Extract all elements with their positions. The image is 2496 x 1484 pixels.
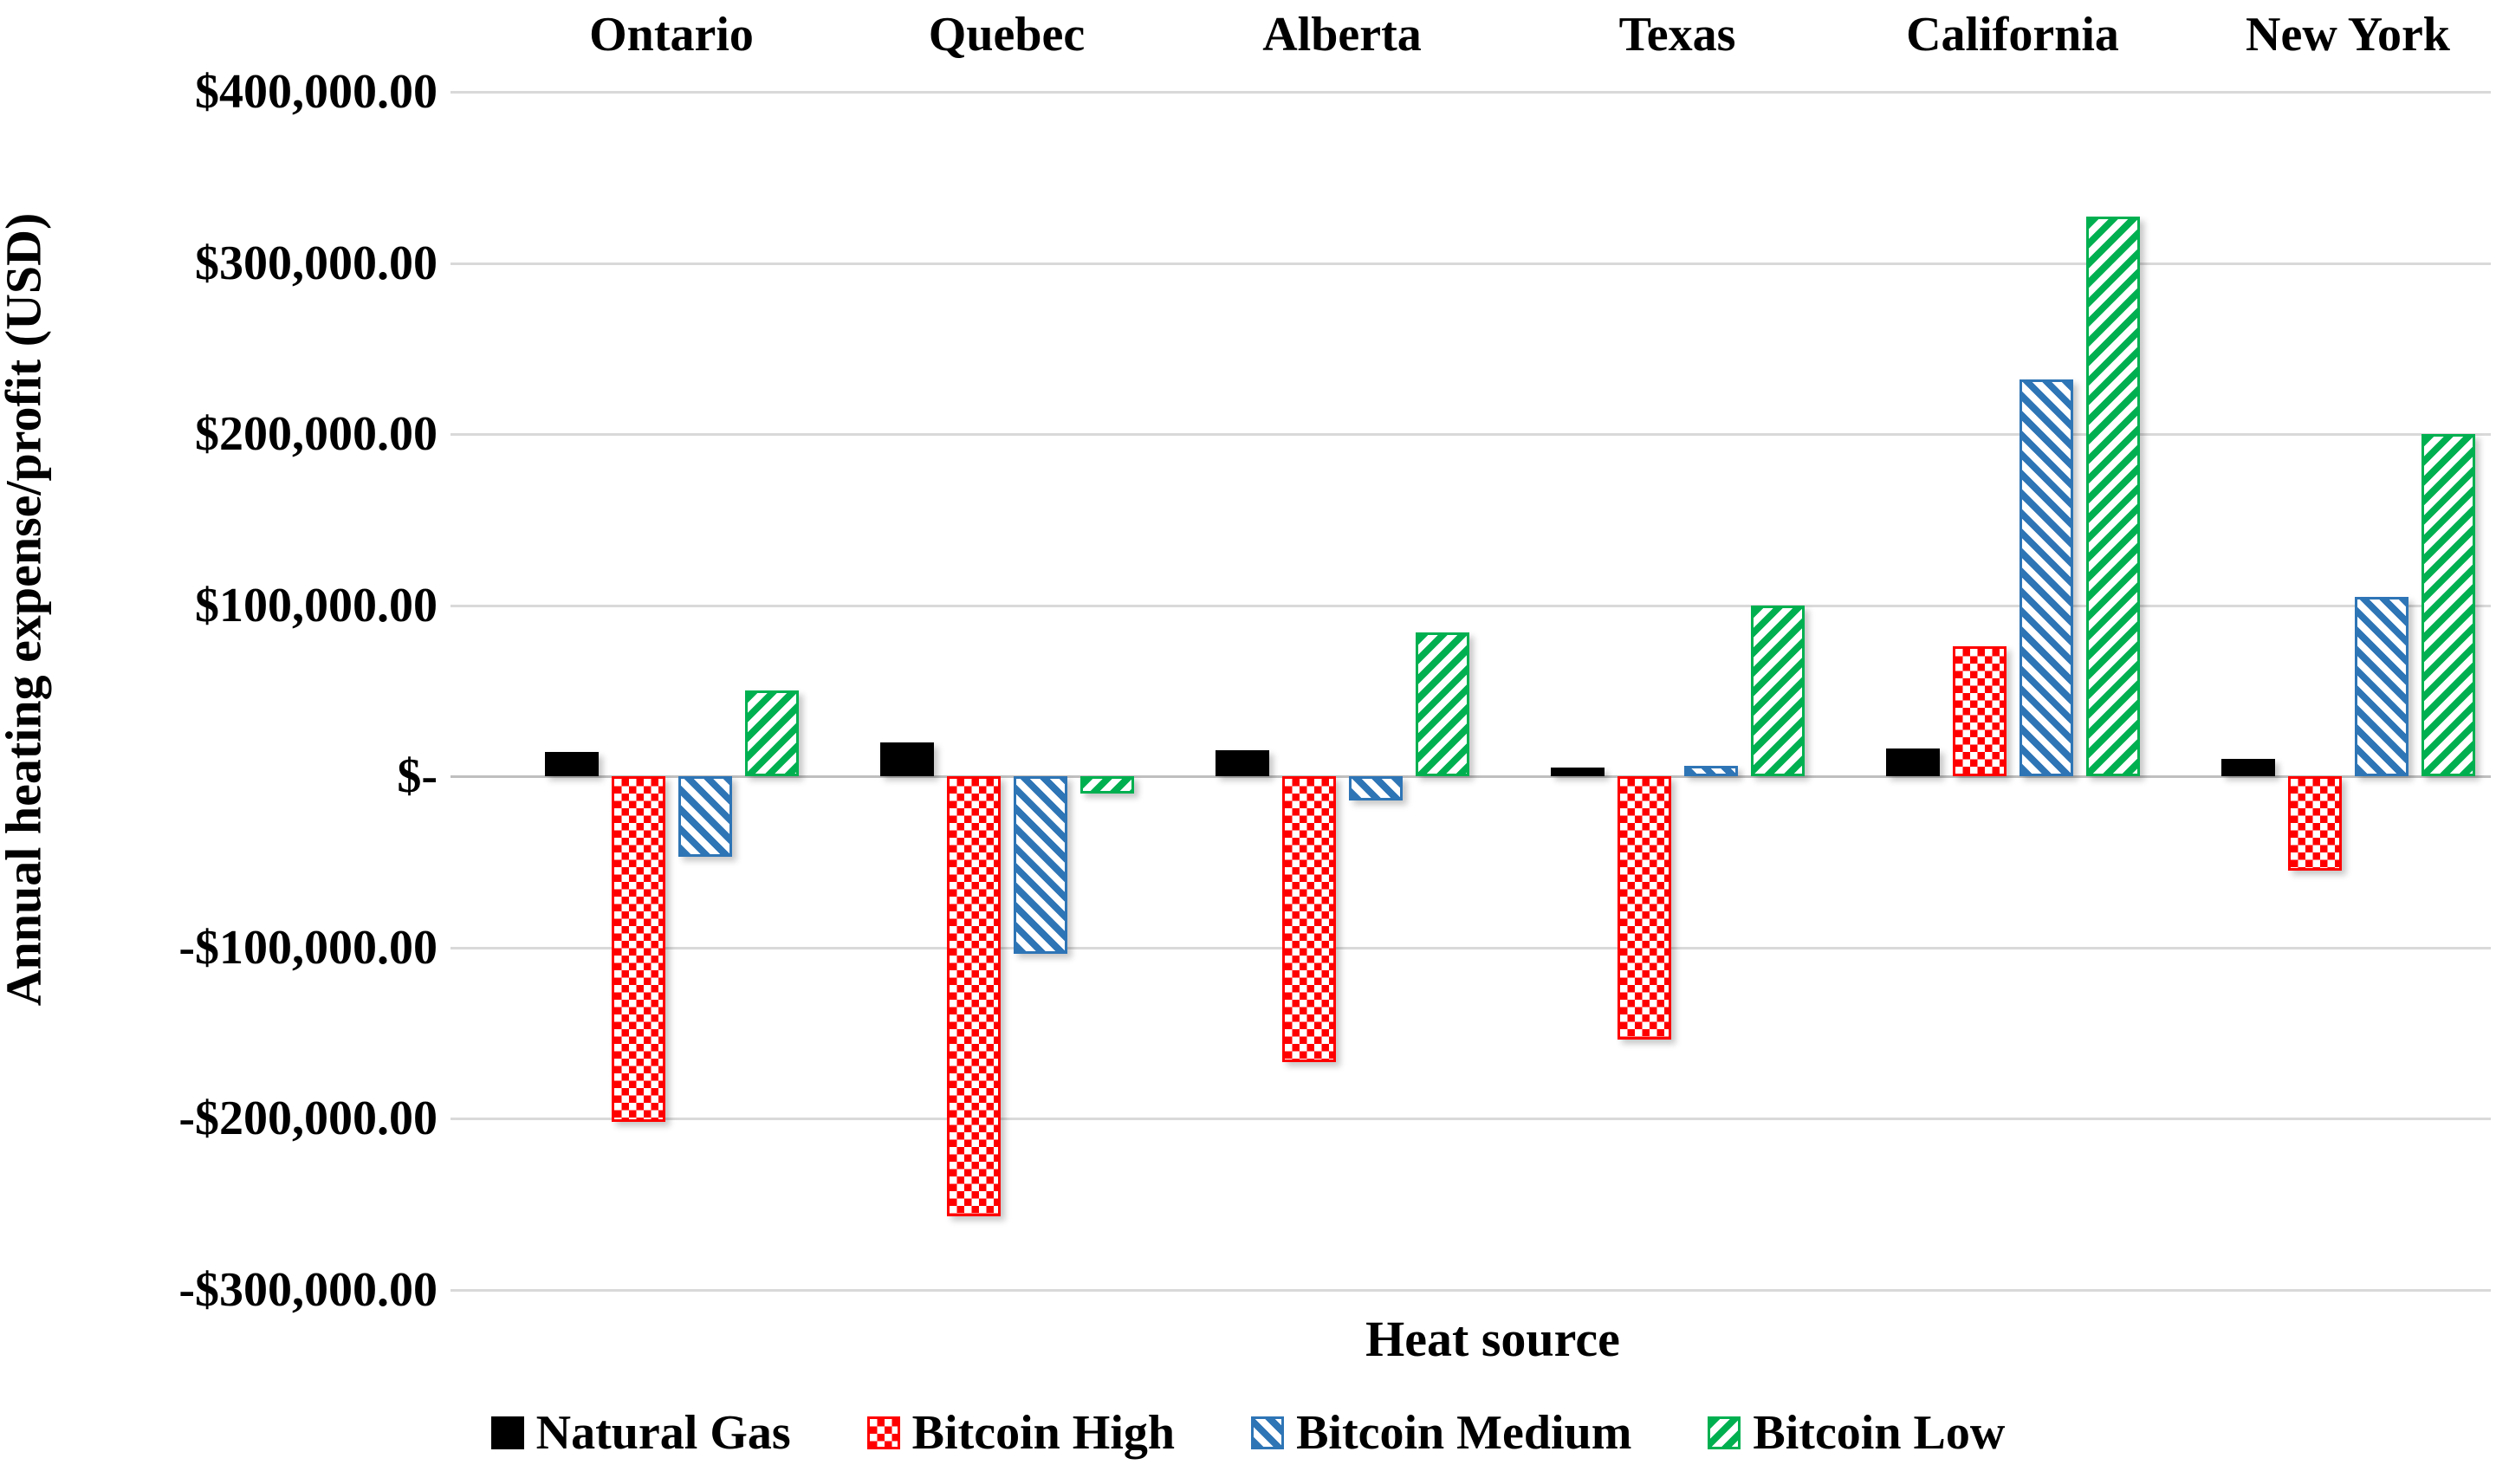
bar-bitcoin-medium-quebec [1013,776,1067,955]
legend-label: Natural Gas [535,1406,791,1460]
category-label-quebec: Quebec [928,8,1086,62]
y-tick-label: -$300,000.00 [178,1262,438,1317]
y-tick-label: $300,000.00 [195,236,438,290]
legend-swatch-icon [490,1416,524,1449]
bar-bitcoin-low-ontario [744,690,799,776]
bar-bitcoin-medium-new-york [2354,596,2408,776]
category-label-alberta: Alberta [1262,8,1422,62]
bar-bitcoin-high-new-york [2287,776,2342,871]
legend-label: Bitcoin Low [1753,1406,2006,1460]
category-label-texas: Texas [1618,8,1736,62]
legend-item-bitcoin-medium: Bitcoin Medium [1251,1405,1631,1461]
category-label-ontario: Ontario [589,8,754,62]
bar-bitcoin-high-alberta [1281,776,1336,1062]
legend-swatch-icon [866,1416,900,1449]
gridline [451,604,2491,607]
bar-natural-gas-quebec [879,742,934,776]
gridline [451,433,2491,436]
legend-label: Bitcoin Medium [1296,1406,1632,1460]
y-tick-label: $400,000.00 [195,65,438,119]
bar-bitcoin-high-quebec [946,776,1001,1216]
gridline [451,1118,2491,1120]
bar-bitcoin-low-texas [1750,605,1805,776]
bar-bitcoin-high-california [1952,645,2007,776]
bar-bitcoin-low-new-york [2421,434,2475,776]
legend-item-bitcoin-low: Bitcoin Low [1708,1405,2005,1461]
y-axis-title: Annual heating expense/profit (USD) [0,212,52,1007]
y-tick-label: -$200,000.00 [178,1092,438,1145]
gridline [451,1288,2491,1292]
bar-bitcoin-low-california [2085,217,2140,776]
legend-item-natural-gas: Natural Gas [490,1405,791,1461]
x-axis-title: Heat source [1365,1311,1620,1367]
bar-natural-gas-california [1885,748,1940,776]
gridline [451,262,2491,265]
bar-natural-gas-alberta [1215,750,1269,776]
bar-bitcoin-low-quebec [1079,776,1134,794]
bar-natural-gas-ontario [544,752,599,776]
bar-bitcoin-medium-alberta [1348,776,1403,800]
bar-natural-gas-new-york [2220,759,2275,776]
legend-swatch-icon [1708,1416,1741,1449]
bar-bitcoin-medium-california [2019,379,2073,776]
bar-natural-gas-texas [1550,768,1605,776]
bar-bitcoin-medium-ontario [677,776,732,857]
legend-label: Bitcoin High [911,1406,1176,1460]
category-label-california: California [1906,8,2119,62]
legend-item-bitcoin-high: Bitcoin High [866,1405,1176,1461]
y-tick-label: -$100,000.00 [178,920,438,975]
gridline [451,946,2491,949]
bar-bitcoin-low-alberta [1415,632,1469,776]
bar-bitcoin-medium-texas [1683,766,1738,776]
category-label-new-york: New York [2246,8,2450,62]
bar-bitcoin-high-ontario [611,776,665,1122]
y-tick-label: $100,000.00 [195,578,438,632]
y-tick-label: $200,000.00 [195,407,438,461]
legend-swatch-icon [1251,1416,1285,1449]
gridline [451,91,2491,94]
y-tick-label: $- [397,749,438,803]
gridline [451,775,2491,778]
legend: Natural Gas Bitcoin High Bitcoin Medium Bit… [0,1405,2496,1461]
bar-bitcoin-high-texas [1617,776,1671,1040]
